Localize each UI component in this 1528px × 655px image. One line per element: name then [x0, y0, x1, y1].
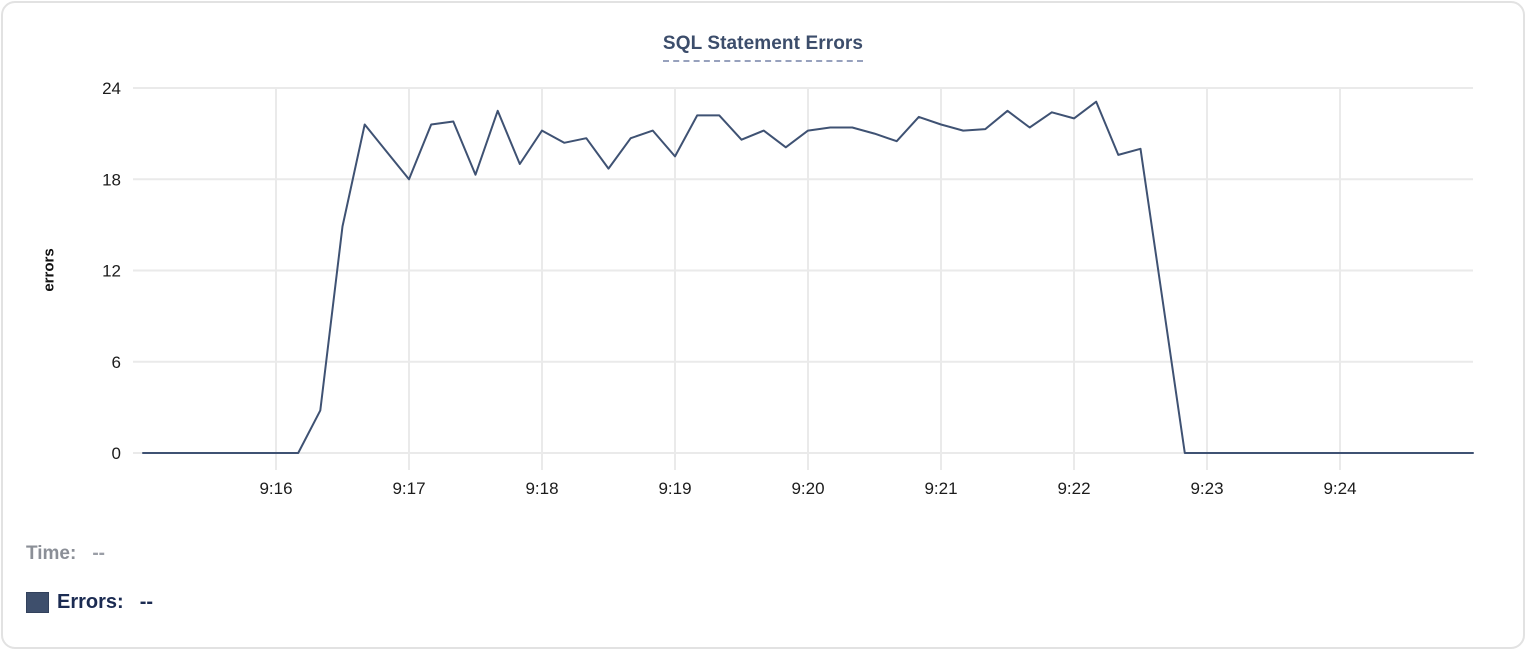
- y-axis-label: errors: [40, 248, 58, 292]
- svg-text:9:17: 9:17: [392, 479, 425, 498]
- errors-value: --: [139, 591, 154, 613]
- legend-errors-row: Errors: --: [26, 591, 153, 614]
- time-value: --: [92, 543, 105, 564]
- errors-series-swatch-icon: [26, 592, 49, 613]
- svg-text:9:23: 9:23: [1190, 479, 1223, 498]
- chart-title[interactable]: SQL Statement Errors: [662, 33, 864, 62]
- svg-text:6: 6: [112, 353, 121, 372]
- svg-text:9:16: 9:16: [259, 479, 292, 498]
- svg-text:9:21: 9:21: [924, 479, 957, 498]
- svg-text:9:18: 9:18: [525, 479, 558, 498]
- svg-text:18: 18: [102, 170, 121, 189]
- time-label: Time:: [26, 543, 77, 564]
- chart-canvas[interactable]: 0 6 12 18 24 9:16 9:17 9:18 9:19 9:20 9:21 9:22 9:23…: [3, 3, 1528, 655]
- svg-text:9:22: 9:22: [1057, 479, 1090, 498]
- svg-text:9:20: 9:20: [791, 479, 824, 498]
- svg-text:24: 24: [102, 79, 121, 98]
- legend-time-row: Time: --: [26, 543, 153, 565]
- chart-title-wrap: SQL Statement Errors: [3, 33, 1523, 62]
- svg-text:12: 12: [102, 262, 121, 281]
- svg-text:9:24: 9:24: [1323, 479, 1356, 498]
- errors-label: Errors:: [57, 591, 124, 613]
- svg-text:0: 0: [112, 444, 121, 463]
- svg-text:9:19: 9:19: [658, 479, 691, 498]
- chart-legend: Time: -- Errors: --: [26, 543, 153, 614]
